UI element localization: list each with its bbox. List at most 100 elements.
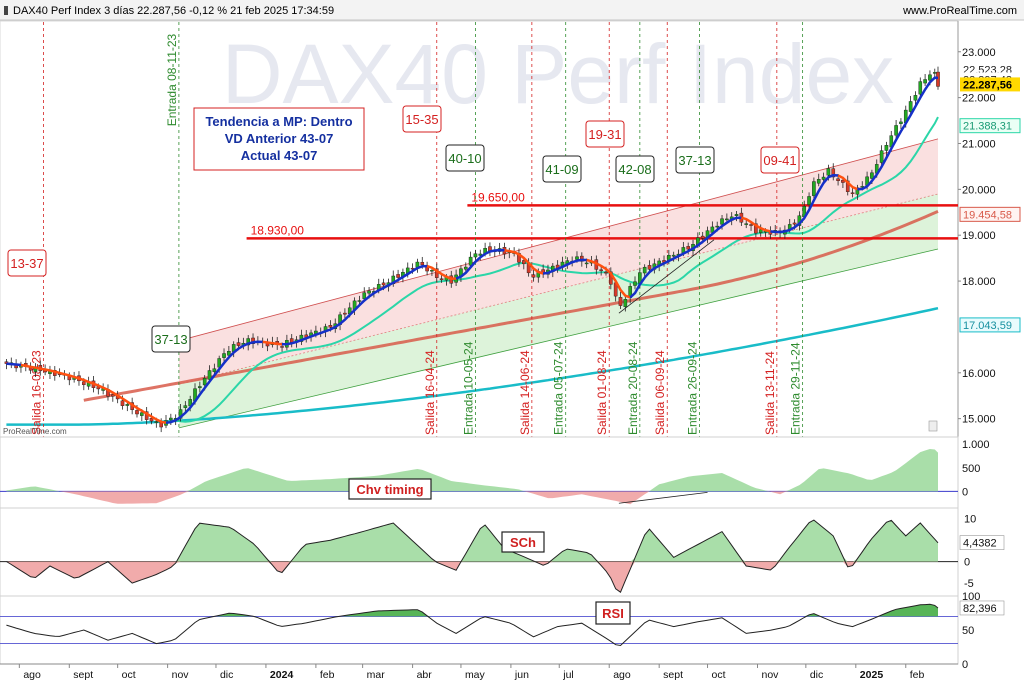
ma-fast-segment-5 xyxy=(426,264,457,281)
signal-label-5: Entrada 05-07-24 xyxy=(552,341,566,435)
title-bar: DAX40 Perf Index 3 días 22.287,56 -0,12 … xyxy=(0,0,1024,21)
price-label-text: 19.454,58 xyxy=(963,209,1012,221)
price-label-text: 17.043,59 xyxy=(963,320,1012,332)
signal-label-0: Salida 16-08-23 xyxy=(30,350,44,435)
candle-body xyxy=(125,404,130,406)
x-tick-label: ago xyxy=(23,669,41,681)
score-box-text: 13-37 xyxy=(10,256,43,271)
x-tick-label: feb xyxy=(910,669,925,681)
x-tick-label: nov xyxy=(172,669,190,681)
chv-tick-label: 0 xyxy=(962,486,968,498)
indicator-label-text: RSI xyxy=(602,606,624,621)
ma-fast-segment-4 xyxy=(281,264,428,346)
ma-fast-segment-10 xyxy=(629,216,742,299)
candle-body xyxy=(831,168,836,178)
rsi-tick-label: 100 xyxy=(962,591,980,603)
signal-label-7: Entrada 20-08-24 xyxy=(626,341,640,435)
chart-menu-icon[interactable] xyxy=(4,6,8,15)
candle-body xyxy=(870,172,874,179)
score-box-frame xyxy=(615,155,655,183)
watermark: DAX40 Perf Index xyxy=(222,27,894,121)
sch-value-bg xyxy=(959,535,1005,550)
chv-trendline xyxy=(618,491,708,504)
indicator-label-text: SCh xyxy=(510,535,536,550)
candle-body xyxy=(734,214,739,216)
score-box-frame xyxy=(402,105,442,133)
candle-body xyxy=(343,312,347,315)
price-label-bg xyxy=(959,206,1021,222)
candle-body xyxy=(154,421,159,423)
candle-body xyxy=(836,178,840,181)
candle-body xyxy=(928,74,932,81)
indicator-label-frame xyxy=(348,478,432,500)
candle-body xyxy=(908,101,913,112)
channel-lower-line xyxy=(178,248,939,429)
candle-body xyxy=(169,417,173,421)
price-label-2: 22.287,56 xyxy=(960,77,1020,92)
candle-body xyxy=(473,253,478,258)
signal-label-2: Salida 16-04-24 xyxy=(423,350,437,435)
x-tick-label: nov xyxy=(761,669,779,681)
x-axis: ago sept oct nov dic 2024 feb mar abr may jun jul ag… xyxy=(0,663,958,681)
tendencia-line-1: VD Anterior 43-07 xyxy=(225,131,334,146)
candle-body xyxy=(855,187,860,195)
x-tick-label: ago xyxy=(613,669,631,681)
ma-fast-segment-7 xyxy=(504,249,544,275)
candle-body xyxy=(135,410,139,415)
candle-body xyxy=(623,299,628,308)
candle-body xyxy=(879,150,884,163)
sch-panel: SCh1050-54,4382 xyxy=(0,507,1005,597)
indicator-label: RSI xyxy=(595,601,631,625)
score-box-frame xyxy=(151,325,191,353)
candle-body xyxy=(227,351,231,356)
candle-body xyxy=(575,256,579,260)
price-label-text: 22.287,56 xyxy=(963,79,1012,91)
candle-body xyxy=(642,266,647,274)
channel-lower-fill xyxy=(178,193,938,428)
candle-body xyxy=(217,358,221,368)
site-url[interactable]: www.ProRealTime.com xyxy=(902,5,1017,17)
score-box-frame xyxy=(760,146,800,174)
indicator-label: SCh xyxy=(501,531,545,553)
candle-body xyxy=(633,281,637,286)
candle-body xyxy=(246,338,250,346)
credit-label: ProRealTime.com xyxy=(3,427,67,436)
rsi-value-bg xyxy=(959,600,1005,616)
price-label-text: 21.388,31 xyxy=(963,121,1012,133)
candle-body xyxy=(357,300,362,302)
candle-body xyxy=(628,286,632,298)
candle-body xyxy=(725,218,729,221)
candle-body xyxy=(430,270,434,272)
tendencia-line-2: Actual 43-07 xyxy=(241,148,318,163)
candle-body xyxy=(521,260,526,265)
price-label-bg xyxy=(959,317,1021,333)
candle-body xyxy=(207,370,212,380)
candle-body xyxy=(816,179,821,184)
candle-body xyxy=(647,265,652,270)
price-tick-label: 23.000 xyxy=(962,47,996,59)
rsi-tick-label: 50 xyxy=(962,625,974,637)
price-label-4: 19.454,58 xyxy=(959,206,1021,222)
candle-body xyxy=(812,181,816,196)
x-tick-label: dic xyxy=(220,669,233,681)
info-icon[interactable] xyxy=(928,420,938,432)
price-tick-label: 15.000 xyxy=(962,414,996,426)
candle-body xyxy=(700,235,705,239)
ma-fast-segment-14 xyxy=(857,76,939,191)
candle-body xyxy=(807,196,811,205)
candle-body xyxy=(604,271,608,274)
candle-body xyxy=(396,274,400,278)
signal-label-9: Entrada 26-09-24 xyxy=(685,341,699,435)
score-box-text: 42-08 xyxy=(618,162,651,177)
score-box-5: 19-31 xyxy=(585,120,625,148)
score-box-6: 42-08 xyxy=(615,155,655,183)
indicator-label-text: Chv timing xyxy=(356,482,423,497)
candle-body xyxy=(749,224,753,226)
score-box-text: 40-10 xyxy=(448,151,481,166)
panel-frame xyxy=(0,595,959,665)
x-tick-label: oct xyxy=(122,669,136,681)
price-label-bg xyxy=(960,77,1020,92)
channel-mid-line xyxy=(178,193,939,385)
candle-body xyxy=(686,246,690,250)
x-tick-label: mar xyxy=(367,669,386,681)
